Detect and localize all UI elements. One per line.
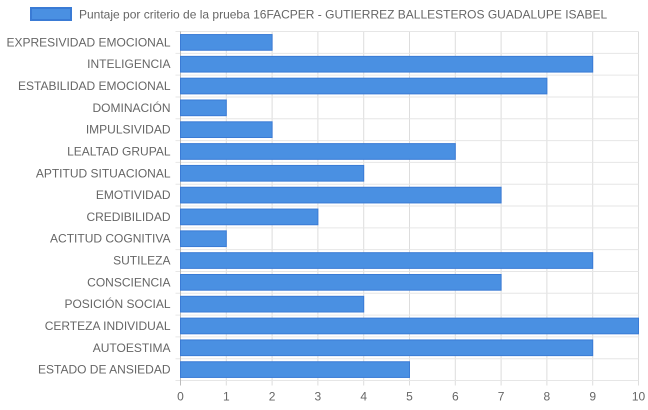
bar[interactable]: [180, 34, 273, 51]
bar[interactable]: [180, 317, 639, 335]
x-tick-label: 5: [406, 390, 413, 404]
bar[interactable]: [180, 361, 410, 378]
y-tick-label: SUTILEZA: [113, 254, 170, 268]
bar[interactable]: [180, 186, 502, 204]
x-tick-label: 0: [177, 390, 184, 404]
x-tick-label: 8: [544, 390, 551, 404]
x-tick-label: 4: [360, 390, 367, 404]
bar[interactable]: [180, 295, 365, 313]
y-tick-label: CREDIBILIDAD: [86, 210, 170, 224]
x-tick-label: 9: [589, 390, 596, 404]
y-tick-label: AUTOESTIMA: [93, 341, 171, 355]
y-tick-label: LEALTAD GRUPAL: [67, 144, 171, 158]
bar[interactable]: [180, 55, 594, 73]
bar[interactable]: [180, 164, 365, 182]
legend[interactable]: Puntaje por criterio de la prueba 16FACP…: [30, 7, 608, 22]
bar[interactable]: [180, 77, 548, 95]
x-axis-labels: 0 1 2 3 4 5 6 7 8 9 10: [177, 390, 645, 404]
y-tick-label: POSICIÓN SOCIAL: [64, 296, 170, 311]
bars: [180, 34, 639, 378]
y-tick-label: IMPULSIVIDAD: [86, 123, 171, 137]
bar[interactable]: [180, 143, 456, 160]
x-tick-label: 7: [498, 390, 505, 404]
y-tick-label: ACTITUD COGNITIVA: [50, 232, 170, 246]
x-tick-label: 3: [315, 390, 322, 404]
y-axis-labels: EXPRESIVIDAD EMOCIONAL INTELIGENCIA ESTABI…: [6, 35, 170, 376]
bar[interactable]: [180, 208, 319, 226]
y-tick-label: ESTABILIDAD EMOCIONAL: [18, 79, 171, 93]
x-tick-label: 6: [452, 390, 459, 404]
bar[interactable]: [180, 339, 594, 357]
x-tick-label: 10: [632, 390, 646, 404]
bar[interactable]: [180, 273, 502, 291]
y-tick-label: EMOTIVIDAD: [96, 188, 171, 202]
x-tick-label: 1: [223, 390, 230, 404]
y-tick-label: DOMINACIÓN: [93, 100, 171, 115]
y-tick-label: ESTADO DE ANSIEDAD: [38, 363, 171, 377]
y-tick-label: CONSCIENCIA: [87, 275, 170, 289]
x-tick-label: 2: [269, 390, 276, 404]
bar[interactable]: [180, 99, 227, 117]
y-tick-label: APTITUD SITUACIONAL: [36, 166, 171, 180]
y-tick-label: CERTEZA INDIVIDUAL: [45, 319, 171, 333]
legend-label: Puntaje por criterio de la prueba 16FACP…: [79, 8, 608, 22]
bar[interactable]: [180, 252, 594, 269]
y-tick-label: INTELIGENCIA: [87, 57, 170, 71]
y-tick-label: EXPRESIVIDAD EMOCIONAL: [6, 35, 170, 49]
bar[interactable]: [180, 230, 227, 248]
bar[interactable]: [180, 121, 273, 139]
legend-swatch: [30, 7, 72, 21]
